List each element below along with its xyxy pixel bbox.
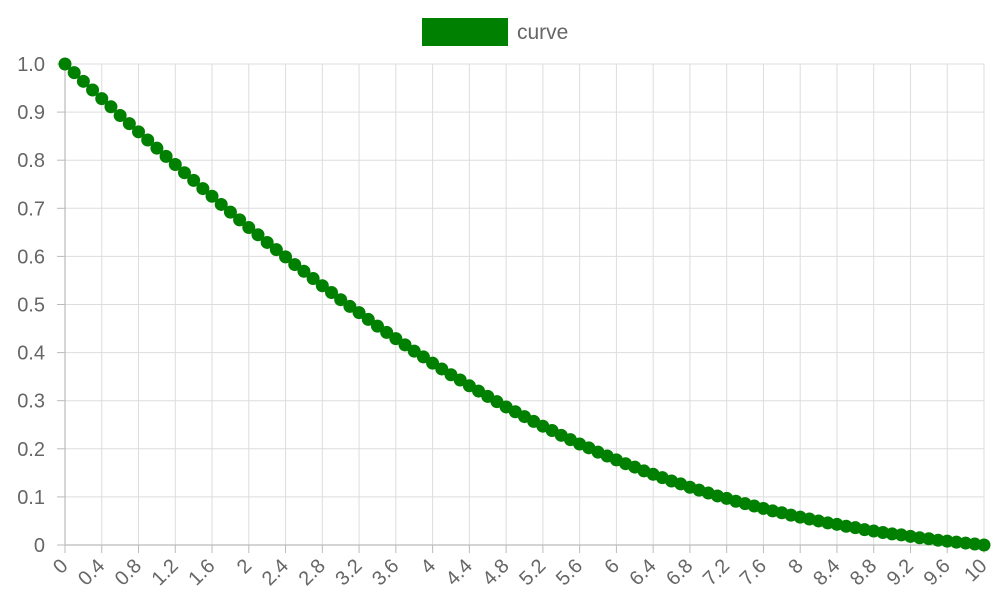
x-tick-label: 1.2 [148,555,183,590]
data-point[interactable] [233,213,247,227]
series-curve [58,57,991,552]
data-point[interactable] [67,66,81,80]
data-point[interactable] [113,108,127,122]
x-tick-label: 6.8 [662,555,697,590]
x-tick-label: 7.6 [736,555,771,590]
data-point[interactable] [95,92,109,106]
data-point[interactable] [86,83,100,97]
y-tick-label: 0.9 [17,102,45,124]
x-tick-label: 2.8 [295,555,330,590]
data-point[interactable] [177,166,191,180]
legend[interactable]: curve [422,18,568,46]
data-point[interactable] [380,325,394,339]
data-point[interactable] [159,149,173,163]
y-tick-label: 0.1 [17,487,45,509]
x-tick-label: 0 [49,555,72,578]
x-tick-label: 0.4 [74,555,109,590]
y-tick-label: 0.3 [17,391,45,413]
data-point[interactable] [141,133,155,147]
data-point[interactable] [76,74,90,88]
x-tick-label: 8 [784,555,807,578]
x-tick-label: 3.2 [331,555,366,590]
data-point[interactable] [132,125,146,139]
data-point[interactable] [352,306,366,320]
x-tick-label: 4 [417,555,440,578]
legend-label[interactable]: curve [517,21,568,44]
x-tick-label: 8.4 [809,555,844,590]
data-point[interactable] [288,258,302,272]
x-tick-label: 4.4 [442,555,477,590]
data-point[interactable] [205,189,219,203]
data-point[interactable] [389,332,403,346]
data-point[interactable] [214,197,228,211]
data-point[interactable] [269,243,283,257]
data-point[interactable] [361,312,375,326]
data-point[interactable] [223,205,237,219]
data-point[interactable] [334,293,348,307]
data-point[interactable] [58,57,72,71]
data-point[interactable] [297,264,311,278]
x-tick-label: 8.8 [846,555,881,590]
grid [64,63,985,546]
data-point[interactable] [398,338,412,352]
data-point[interactable] [306,272,320,286]
y-tick-label: 1.0 [17,54,45,76]
data-point[interactable] [977,538,991,552]
x-axis-ticks: 0 0.4 0.8 1.2 1.6 2 2.4 2.8 3.2 3.6 4 4.4 4.8 5.2 5.6 6… [49,545,992,590]
x-tick-label: 9.6 [920,555,955,590]
data-point[interactable] [416,350,430,364]
x-tick-label: 4.8 [478,555,513,590]
x-tick-label: 5.2 [515,555,550,590]
y-tick-label: 0 [34,535,45,557]
data-point[interactable] [251,228,265,242]
x-tick-label: 7.2 [699,555,734,590]
x-tick-label: 6 [601,555,624,578]
data-point[interactable] [260,235,274,249]
x-tick-label: 10 [960,555,991,586]
y-tick-label: 0.7 [17,198,45,220]
y-tick-label: 0.8 [17,150,45,172]
x-tick-label: 1.6 [184,555,219,590]
y-tick-label: 0.5 [17,295,45,317]
data-point[interactable] [242,221,256,235]
data-point[interactable] [196,182,210,196]
data-point[interactable] [279,250,293,264]
legend-swatch[interactable] [422,18,508,46]
data-point[interactable] [104,100,118,114]
x-tick-label: 6.4 [625,555,660,590]
x-tick-label: 9.2 [883,555,918,590]
y-tick-label: 0.2 [17,439,45,461]
x-tick-label: 0.8 [111,555,146,590]
data-point[interactable] [150,141,164,155]
x-tick-label: 3.6 [368,555,403,590]
x-tick-label: 5.6 [552,555,587,590]
data-point[interactable] [343,299,357,313]
data-point[interactable] [122,117,136,131]
y-tick-label: 0.4 [17,343,45,365]
data-point[interactable] [325,285,339,299]
data-point[interactable] [370,319,384,333]
y-axis-ticks: 0 0.1 0.2 0.3 0.4 0.5 0.6 0.7 0.8 0.9 1.0 [17,54,65,557]
y-tick-label: 0.6 [17,246,45,268]
data-point[interactable] [187,173,201,187]
x-tick-label: 2 [233,555,256,578]
x-tick-label: 2.4 [258,555,293,590]
data-point[interactable] [168,158,182,172]
data-point[interactable] [315,279,329,293]
